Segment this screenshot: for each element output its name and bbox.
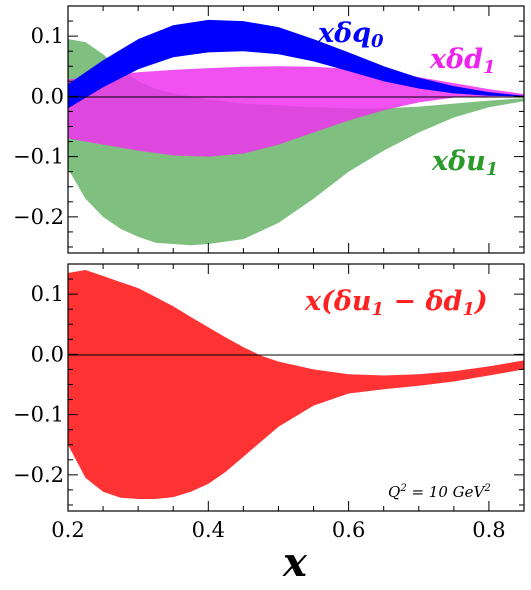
top-ytick-label: 0.0 <box>31 84 64 108</box>
bottom-ytick-label: −0.1 <box>13 403 64 427</box>
label-xdu1: xδu1 <box>431 146 498 180</box>
x-axis-label: x <box>282 539 308 586</box>
x-tick-label: 0.8 <box>472 518 505 542</box>
top-panel: 0.1 0.0 −0.1 −0.2 xδq0 xδd1 xδu1 <box>13 5 525 254</box>
label-xdu1-minus-dd1: x(δu1 − δd1) <box>304 286 488 320</box>
x-tick-label: 0.2 <box>51 518 84 542</box>
bottom-ticks <box>67 263 525 511</box>
x-tick-label: 0.4 <box>192 518 225 542</box>
top-ytick-label: −0.1 <box>13 145 64 169</box>
bottom-frame <box>67 263 525 512</box>
top-y-tick-labels: 0.1 0.0 −0.1 −0.2 <box>13 24 64 229</box>
bottom-panel: 0.1 0.0 −0.1 −0.2 0.2 0.4 0.6 0.8 x(δu1 − δd1)… <box>13 263 525 542</box>
label-xdq0: xδq0 <box>317 18 384 52</box>
bottom-band-layer <box>68 270 524 499</box>
top-ytick-label: −0.2 <box>13 205 64 229</box>
bottom-y-tick-labels: 0.1 0.0 −0.1 −0.2 <box>13 282 64 487</box>
top-ticks <box>67 5 525 253</box>
bottom-ytick-label: 0.0 <box>31 342 64 366</box>
top-ytick-label: 0.1 <box>31 24 64 48</box>
bottom-ytick-label: −0.2 <box>13 463 64 487</box>
top-band-0 <box>68 39 524 246</box>
bottom-ytick-label: 0.1 <box>31 282 64 306</box>
bottom-x-tick-labels: 0.2 0.4 0.6 0.8 <box>51 518 505 542</box>
top-band-2 <box>68 19 524 109</box>
bottom-band-0 <box>68 270 524 499</box>
top-band-1 <box>68 66 524 157</box>
x-tick-label: 0.6 <box>332 518 365 542</box>
top-band-layer <box>68 19 524 246</box>
label-xdd1: xδd1 <box>429 44 496 78</box>
top-frame <box>67 5 525 254</box>
q2-annotation: Q2 = 10 GeV2 <box>388 483 491 501</box>
